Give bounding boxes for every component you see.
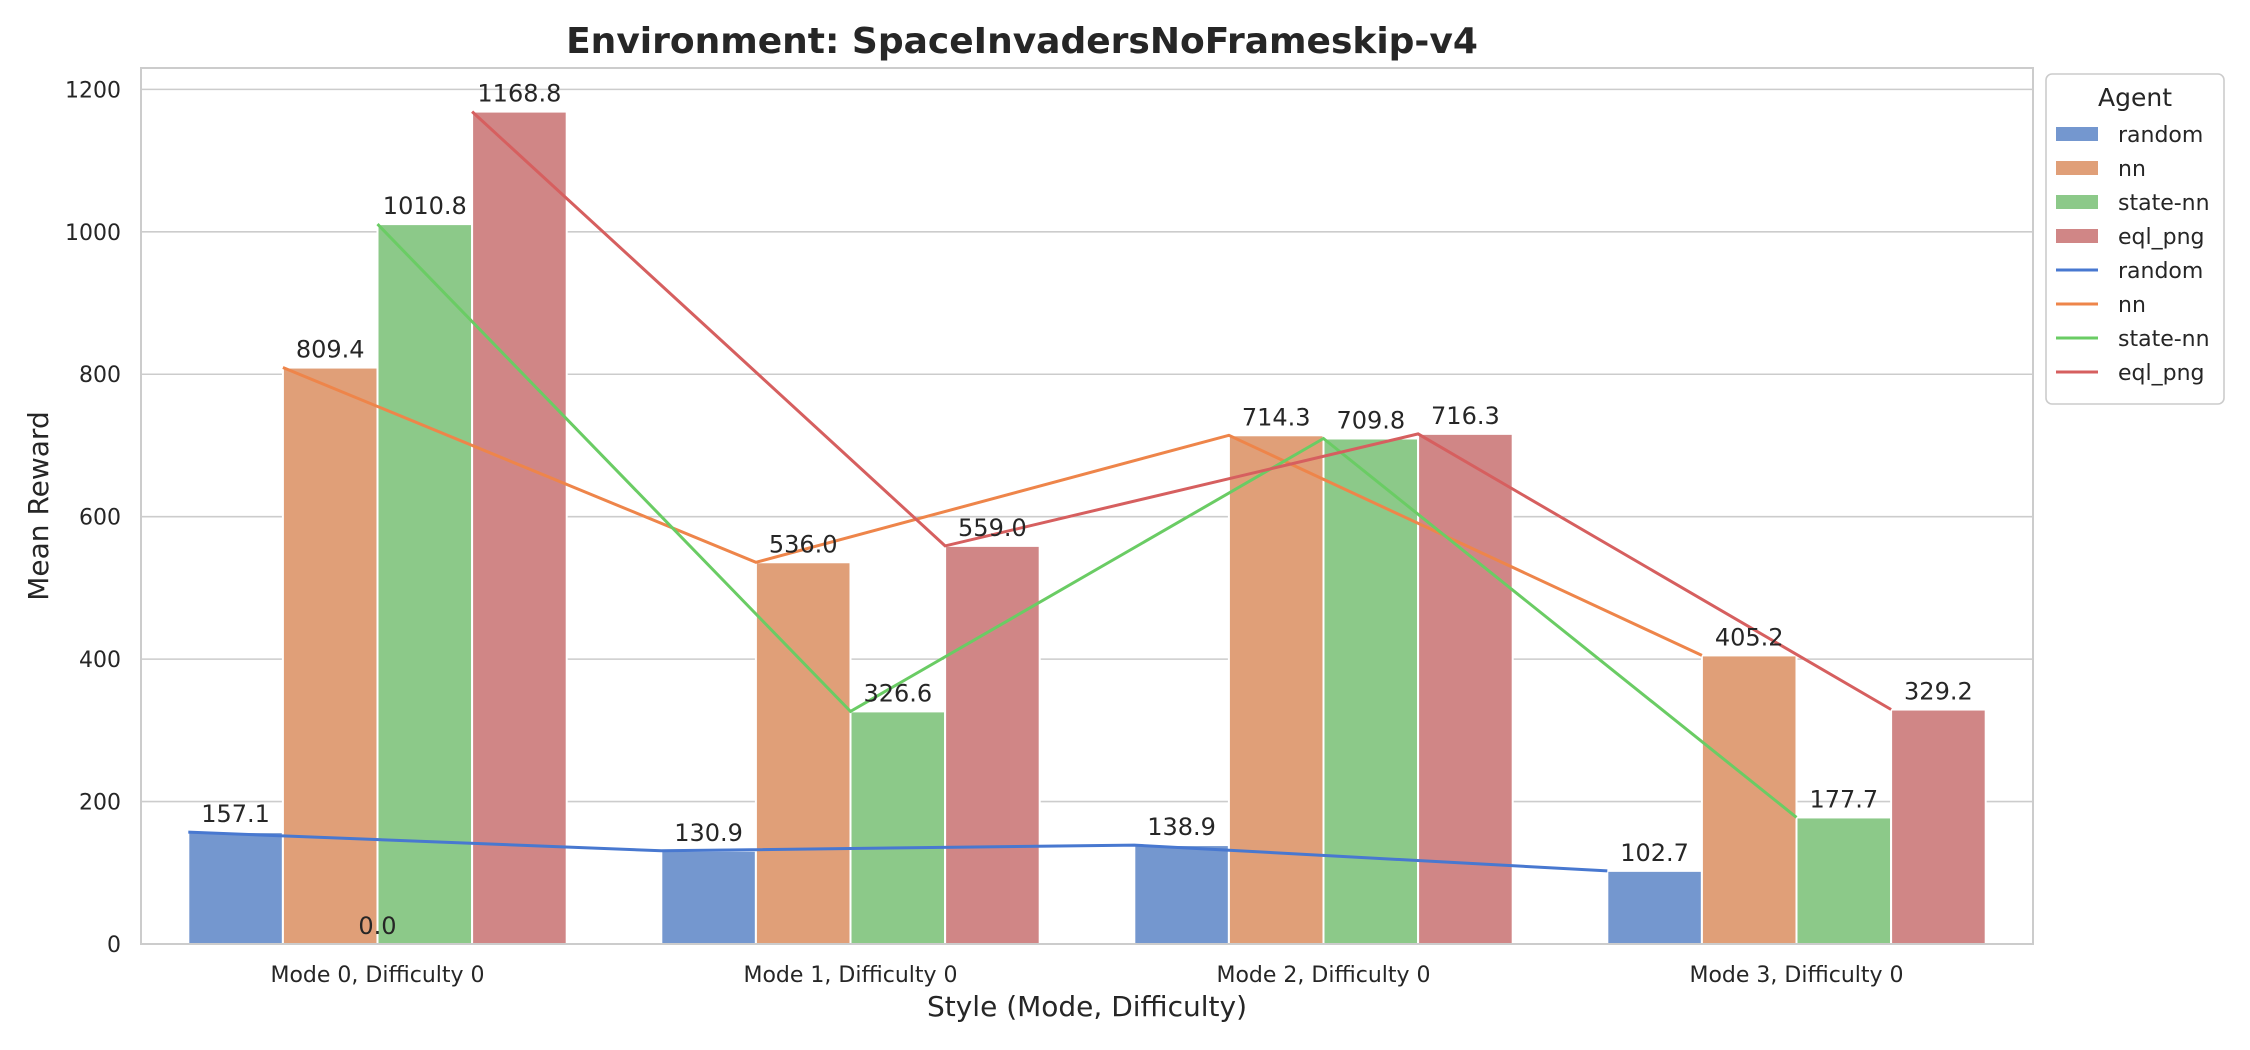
value-label: 714.3 bbox=[1242, 403, 1311, 431]
legend-label: eql_png bbox=[2118, 361, 2205, 386]
legend-box bbox=[2045, 73, 2225, 405]
bar bbox=[376, 223, 474, 946]
legend-swatch bbox=[2056, 127, 2098, 141]
series-line bbox=[188, 830, 1608, 873]
value-label: 716.3 bbox=[1431, 402, 1500, 430]
legend-swatch bbox=[2056, 161, 2098, 175]
bar bbox=[1322, 437, 1420, 945]
value-label: 809.4 bbox=[296, 336, 365, 364]
axis-ticks: 0 200 400 600 800 1000 1200 Mode 0, Difficulty … bbox=[65, 78, 1904, 988]
legend-label: nn bbox=[2118, 157, 2146, 182]
y-tick-label: 800 bbox=[79, 363, 121, 388]
series-line bbox=[471, 110, 1892, 711]
legend-label: state-nn bbox=[2118, 327, 2210, 352]
y-tick-label: 400 bbox=[79, 648, 121, 673]
legend-label: state-nn bbox=[2118, 191, 2210, 216]
series-line bbox=[376, 223, 1798, 819]
value-labels: 157.1 130.9 138.9 102.7 809.4 536.0 714.3 405.2… bbox=[201, 80, 1973, 940]
legend-label: nn bbox=[2118, 293, 2146, 318]
value-label: 1010.8 bbox=[383, 192, 467, 220]
x-tick-label: Mode 0, Difficulty 0 bbox=[270, 963, 484, 988]
y-tick-label: 0 bbox=[107, 933, 121, 958]
value-label: 326.6 bbox=[863, 679, 932, 707]
bar bbox=[944, 544, 1041, 945]
value-label: 157.1 bbox=[201, 800, 270, 828]
bar bbox=[1890, 708, 1987, 945]
value-label: 559.0 bbox=[958, 514, 1027, 542]
y-tick-label: 1200 bbox=[65, 78, 121, 103]
bar bbox=[281, 366, 379, 945]
legend-swatch bbox=[2056, 229, 2098, 243]
legend-label: random bbox=[2118, 259, 2203, 284]
bar bbox=[1700, 654, 1798, 945]
y-axis-label: Mean Reward bbox=[22, 411, 55, 600]
y-tick-label: 200 bbox=[79, 791, 121, 816]
legend-label: random bbox=[2118, 123, 2203, 148]
legend-label: eql_png bbox=[2118, 225, 2205, 250]
legend: Agentrandomnnstate-nneql_pngrandomnnstat… bbox=[2045, 73, 2225, 405]
value-label: 102.7 bbox=[1620, 839, 1689, 867]
value-label: 130.9 bbox=[674, 819, 743, 847]
bar bbox=[754, 561, 852, 945]
series-lines bbox=[188, 110, 1892, 873]
value-label: 709.8 bbox=[1336, 406, 1405, 434]
bar bbox=[1795, 816, 1893, 946]
x-tick-label: Mode 1, Difficulty 0 bbox=[743, 963, 957, 988]
bar bbox=[849, 710, 947, 946]
series-line bbox=[282, 366, 1703, 657]
bars bbox=[187, 110, 1987, 946]
x-axis-label: Style (Mode, Difficulty) bbox=[927, 990, 1247, 1023]
legend-swatch bbox=[2056, 195, 2098, 209]
y-tick-label: 600 bbox=[79, 506, 121, 531]
bar bbox=[660, 849, 757, 946]
bar bbox=[187, 831, 284, 945]
x-tick-label: Mode 2, Difficulty 0 bbox=[1216, 963, 1430, 988]
bar bbox=[1133, 844, 1230, 946]
bar bbox=[1606, 869, 1703, 945]
bar bbox=[471, 110, 568, 945]
value-label: 405.2 bbox=[1715, 623, 1784, 651]
chart-title: Environment: SpaceInvadersNoFrameskip-v4 bbox=[566, 21, 1478, 62]
value-label: 0.0 bbox=[358, 912, 396, 940]
value-label: 138.9 bbox=[1147, 813, 1216, 841]
value-label: 1168.8 bbox=[477, 80, 561, 108]
value-label: 177.7 bbox=[1809, 785, 1878, 813]
legend-title: Agent bbox=[2098, 83, 2172, 112]
y-tick-label: 1000 bbox=[65, 221, 121, 246]
x-tick-label: Mode 3, Difficulty 0 bbox=[1689, 963, 1903, 988]
value-label: 536.0 bbox=[769, 530, 838, 558]
value-label: 329.2 bbox=[1904, 678, 1973, 706]
bar bbox=[1227, 434, 1325, 945]
plot-frame bbox=[140, 67, 2034, 945]
bar bbox=[1417, 432, 1514, 945]
